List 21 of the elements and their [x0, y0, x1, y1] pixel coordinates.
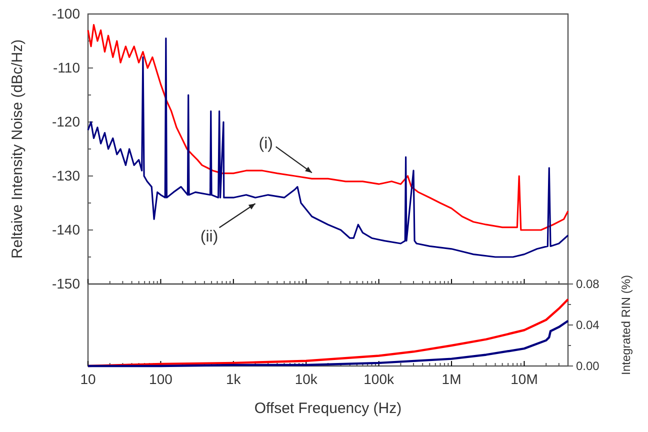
y-tick-label: -100 — [52, 5, 80, 22]
y-tick-label: -140 — [52, 221, 80, 238]
y2-tick-label: 0.08 — [576, 276, 600, 291]
y-tick-label: -130 — [52, 167, 80, 184]
y-tick-label: -150 — [52, 275, 80, 292]
x-tick-label: 100k — [364, 370, 395, 387]
x-tick-label: 1M — [442, 370, 462, 387]
x-tick-label: 100 — [149, 370, 173, 387]
x-tick-label: 1k — [226, 370, 242, 387]
x-tick-label: 10k — [294, 370, 318, 387]
y2-tick-label: 0.00 — [576, 358, 600, 373]
y-tick-label: -110 — [53, 59, 80, 76]
y-tick-label: -120 — [52, 113, 80, 130]
annotation: (ii) — [200, 228, 218, 246]
x-tick-label: 10 — [80, 370, 96, 387]
annotation: (i) — [258, 136, 273, 153]
y2-tick-label: 0.04 — [576, 318, 600, 332]
y2-axis-title: Integrated RIN (%) — [619, 274, 633, 376]
x-tick-label: 10M — [510, 370, 538, 387]
y-axis-title: Reltaive Intensity Noise (dBc/Hz) — [9, 39, 26, 259]
x-axis-title: Offset Frequency (Hz) — [254, 400, 402, 417]
